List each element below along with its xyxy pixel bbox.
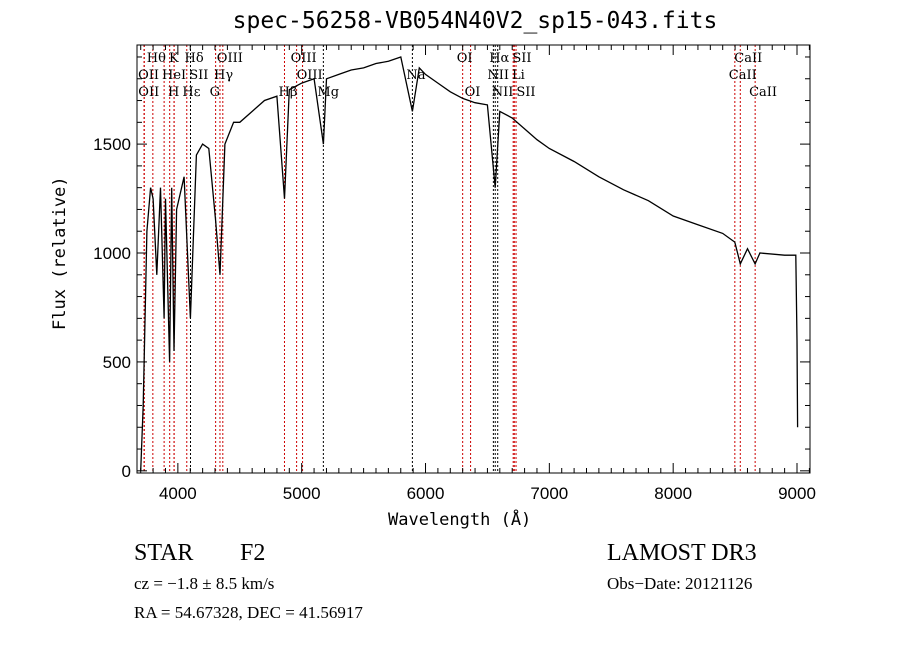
line-marker-label: SII [189,68,208,83]
line-marker-label: SII [516,85,535,100]
y-tick-label: 1500 [93,135,131,154]
line-marker-label: K [169,51,179,66]
x-tick-label: 7000 [530,484,568,503]
x-tick-label: 5000 [283,484,321,503]
line-marker-label: Hα [489,51,509,66]
object-class: STAR [134,540,194,566]
x-axis-label: Wavelength (Å) [388,510,532,530]
line-marker-label: OI [465,85,481,100]
y-tick-label: 1000 [93,244,131,263]
coordinates: RA = 54.67328, DEC = 41.56917 [134,603,363,622]
object-subclass: F2 [240,540,266,566]
spectrum-line [140,56,799,471]
line-marker-label: OIII [297,68,323,83]
chart-title: spec-56258-VB054N40V2_sp15-043.fits [232,8,718,34]
redshift-cz: cz = −1.8 ± 8.5 km/s [134,574,275,593]
line-marker-label: Hθ [147,51,166,66]
line-marker-label: G [210,85,220,100]
obs-date: Obs−Date: 20121126 [607,574,753,593]
line-marker-label: CaII [734,51,762,66]
line-marker-label: NII [487,68,509,83]
line-marker-label: SII [512,51,531,66]
line-marker-label: OIII [217,51,243,66]
line-marker-label: CaII [729,68,757,83]
x-tick-label: 6000 [407,484,445,503]
line-marker-label: NII [492,85,514,100]
line-marker-label: OIII [291,51,317,66]
line-marker-label: H [168,85,179,100]
line-marker-label: Na [406,68,425,83]
y-tick-label: 0 [122,462,131,481]
x-tick-label: 8000 [654,484,692,503]
survey-name: LAMOST DR3 [607,540,757,566]
y-axis-label: Flux (relative) [50,176,70,330]
line-marker-label: OII [138,85,159,100]
line-marker-label: Hδ [185,51,204,66]
line-marker-label: HeI [162,68,186,83]
line-marker-label: OI [457,51,473,66]
line-marker-label: CaII [749,85,777,100]
line-marker-label: Hε [182,85,200,100]
line-marker-label: Mg [317,85,339,100]
plot-frame [136,44,811,474]
x-tick-label: 9000 [778,484,816,503]
x-tick-label: 4000 [159,484,197,503]
y-tick-label: 500 [103,353,131,372]
line-marker-label: Li [512,68,525,83]
line-marker-label: Hγ [214,68,233,83]
line-marker-label: Hβ [279,85,298,100]
line-marker-label: OII [138,68,159,83]
